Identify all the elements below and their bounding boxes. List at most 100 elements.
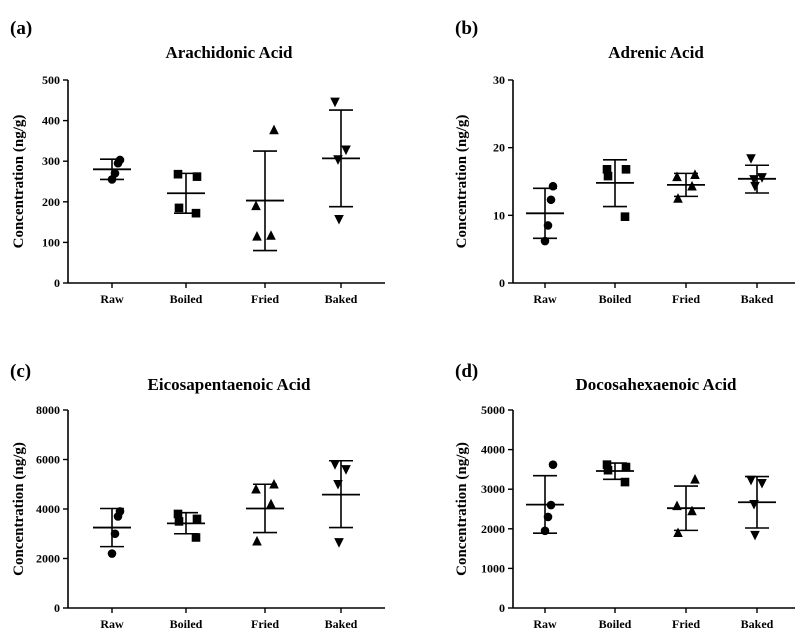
- data-point: [672, 171, 682, 182]
- series-group: [167, 169, 205, 218]
- data-point: [603, 171, 613, 181]
- y-axis-label: Concentration (ng/g): [454, 442, 470, 576]
- series-group: [246, 478, 284, 546]
- panel-letter: (c): [10, 361, 31, 382]
- y-tick-label: 2000: [36, 552, 60, 566]
- x-tick-label: Boiled: [170, 617, 203, 631]
- series-group: [167, 509, 205, 542]
- series-group: [738, 154, 776, 194]
- chart-title: Docosahexaenoic Acid: [575, 375, 737, 394]
- data-point: [540, 526, 550, 536]
- y-tick-label: 10: [493, 208, 505, 222]
- y-tick-label: 6000: [36, 453, 60, 467]
- series-group: [526, 460, 564, 536]
- x-tick-label: Boiled: [599, 292, 632, 306]
- data-point: [251, 483, 261, 494]
- data-point: [620, 212, 630, 221]
- data-point: [687, 505, 697, 516]
- y-tick-label: 500: [42, 73, 60, 87]
- x-tick-label: Raw: [100, 292, 124, 306]
- data-point: [269, 124, 279, 135]
- series-group: [667, 474, 705, 538]
- chart-panel: (c) Eicosapentaenoic Acid Concentration (n…: [10, 361, 385, 631]
- y-tick-label: 0: [499, 276, 505, 290]
- series-group: [596, 460, 634, 487]
- data-point: [750, 530, 760, 541]
- data-point: [749, 175, 759, 185]
- x-tick-label: Raw: [533, 617, 557, 631]
- chart-panel: (a) Arachidonic Acid Concentration (ng/g) 0…: [10, 18, 385, 306]
- data-point: [107, 175, 117, 184]
- data-point: [673, 527, 683, 538]
- y-axis-label: Concentration (ng/g): [454, 115, 470, 249]
- x-tick-label: Boiled: [170, 292, 203, 306]
- panel-letter: (a): [10, 18, 32, 39]
- data-point: [341, 145, 351, 156]
- data-point: [548, 181, 558, 191]
- data-point: [603, 465, 613, 475]
- y-tick-label: 4000: [481, 443, 505, 457]
- data-point: [173, 169, 183, 179]
- y-tick-label: 300: [42, 154, 60, 168]
- data-point: [543, 512, 553, 522]
- data-point: [333, 479, 343, 490]
- series-group: [246, 124, 284, 252]
- series-group: [738, 475, 776, 541]
- data-point: [672, 500, 682, 511]
- y-tick-label: 400: [42, 114, 60, 128]
- data-point: [330, 97, 340, 108]
- data-point: [330, 460, 340, 470]
- x-tick-label: Fried: [251, 617, 279, 631]
- y-tick-label: 20: [493, 141, 505, 155]
- data-point: [341, 465, 351, 475]
- data-point: [548, 460, 558, 469]
- data-point: [269, 478, 279, 489]
- data-point: [621, 165, 631, 174]
- x-tick-label: Boiled: [599, 617, 632, 631]
- x-tick-label: Fried: [672, 292, 700, 306]
- y-tick-label: 4000: [36, 502, 60, 516]
- data-point: [113, 512, 123, 521]
- data-point: [620, 477, 630, 487]
- data-point: [750, 181, 760, 192]
- y-tick-label: 0: [54, 276, 60, 290]
- x-tick-label: Baked: [741, 292, 774, 306]
- data-point: [690, 474, 700, 484]
- y-tick-label: 0: [499, 601, 505, 615]
- chart-panel: (b) Adrenic Acid Concentration (ng/g) 0 10 20…: [454, 18, 795, 306]
- series-group: [667, 169, 705, 203]
- series-group: [322, 97, 360, 225]
- y-tick-label: 1000: [481, 561, 505, 575]
- y-tick-label: 5000: [481, 403, 505, 417]
- data-point: [191, 208, 201, 218]
- data-point: [174, 203, 184, 213]
- data-point: [602, 165, 612, 174]
- x-tick-label: Baked: [325, 292, 358, 306]
- data-point: [334, 214, 344, 225]
- y-tick-label: 3000: [481, 482, 505, 496]
- data-point: [113, 158, 123, 168]
- data-point: [192, 172, 202, 181]
- data-point: [173, 509, 183, 519]
- data-point: [540, 236, 550, 246]
- series-group: [526, 181, 564, 246]
- y-tick-label: 8000: [36, 403, 60, 417]
- chart-title: Eicosapentaenoic Acid: [148, 375, 311, 394]
- y-tick-label: 100: [42, 235, 60, 249]
- data-point: [251, 200, 261, 211]
- data-point: [621, 462, 631, 472]
- y-tick-label: 30: [493, 73, 505, 87]
- data-point: [266, 230, 276, 240]
- data-point: [746, 154, 756, 164]
- data-point: [191, 533, 201, 542]
- data-point: [334, 538, 344, 548]
- data-point: [192, 514, 202, 524]
- x-tick-label: Baked: [325, 617, 358, 631]
- data-point: [266, 498, 276, 509]
- data-point: [252, 231, 262, 241]
- series-group: [596, 159, 634, 221]
- data-point: [174, 517, 184, 526]
- y-axis-label: Concentration (ng/g): [11, 115, 27, 249]
- data-point: [673, 193, 683, 203]
